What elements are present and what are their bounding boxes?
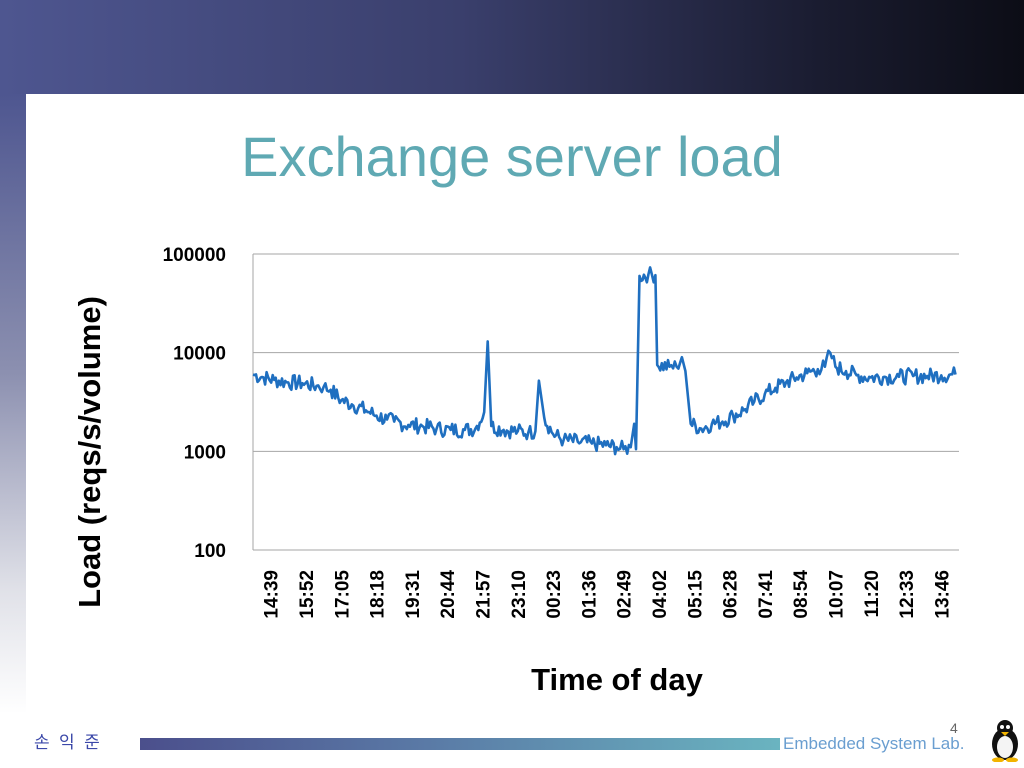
x-tick-label: 17:05 [332, 570, 353, 619]
x-tick-label: 07:41 [756, 570, 777, 619]
y-tick-label: 10000 [173, 344, 226, 365]
header-band [0, 0, 1024, 94]
x-tick-label: 21:57 [473, 570, 494, 619]
x-axis-label: Time of day [531, 662, 703, 697]
x-tick-label: 00:23 [544, 570, 565, 619]
x-tick-label: 12:33 [897, 570, 918, 619]
x-tick-label: 02:49 [615, 570, 636, 619]
x-tick-label: 11:20 [862, 570, 883, 618]
x-tick-label: 13:46 [932, 570, 953, 619]
penguin-icon [992, 720, 1018, 762]
footer-lab-name: Embedded System Lab. [783, 734, 965, 753]
y-tick-label: 100000 [163, 245, 226, 266]
y-tick-label: 100 [194, 541, 226, 562]
x-tick-label: 06:28 [721, 570, 742, 619]
x-tick-label: 23:10 [509, 570, 530, 619]
x-tick-label: 10:07 [826, 570, 847, 619]
x-tick-label: 05:15 [685, 570, 706, 619]
x-tick-label: 14:39 [262, 570, 283, 619]
footer-author: 손 익 준 [34, 733, 102, 753]
x-tick-labels: 14:39 15:52 17:05 18:18 19:31 20:44 21:57 23:10… [262, 570, 954, 619]
page-number: 4 [950, 720, 958, 736]
x-tick-label: 18:18 [368, 570, 389, 619]
slide-title: Exchange server load [241, 125, 783, 188]
x-tick-label: 15:52 [297, 570, 318, 619]
y-axis-label: Load (reqs/s/volume) [72, 296, 107, 608]
side-band [0, 94, 26, 714]
x-tick-label: 20:44 [438, 570, 459, 619]
y-tick-labels: 100 1000 10000 100000 [163, 245, 226, 562]
x-tick-label: 19:31 [403, 570, 424, 619]
y-tick-label: 1000 [184, 442, 226, 463]
x-tick-label: 01:36 [579, 570, 600, 619]
footer-bar [140, 738, 780, 750]
x-tick-label: 08:54 [791, 570, 812, 619]
chart-grid [252, 253, 959, 551]
series-line [252, 266, 957, 456]
x-tick-label: 04:02 [650, 570, 671, 619]
slide-canvas [26, 94, 1024, 714]
